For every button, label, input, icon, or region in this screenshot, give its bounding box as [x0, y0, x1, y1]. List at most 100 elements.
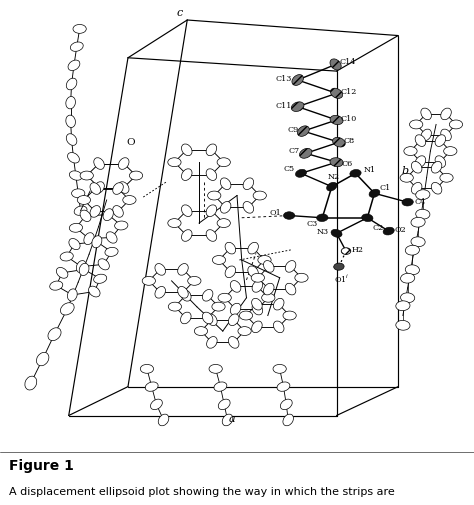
Ellipse shape [181, 289, 191, 301]
Ellipse shape [209, 365, 222, 373]
Ellipse shape [251, 273, 264, 282]
Text: c: c [177, 8, 183, 18]
Ellipse shape [90, 183, 100, 194]
Ellipse shape [94, 274, 107, 283]
Ellipse shape [402, 198, 413, 206]
Ellipse shape [90, 206, 100, 217]
Ellipse shape [273, 298, 284, 310]
Ellipse shape [66, 134, 77, 145]
Ellipse shape [150, 399, 163, 410]
Ellipse shape [182, 205, 192, 217]
Ellipse shape [77, 195, 91, 205]
Ellipse shape [230, 281, 241, 292]
Ellipse shape [103, 209, 113, 221]
Ellipse shape [208, 191, 221, 200]
Ellipse shape [225, 266, 236, 278]
Text: H2: H2 [351, 246, 364, 254]
Ellipse shape [98, 259, 109, 270]
Ellipse shape [194, 327, 208, 335]
Ellipse shape [48, 328, 61, 341]
Ellipse shape [410, 120, 423, 129]
Ellipse shape [207, 336, 217, 348]
Ellipse shape [396, 301, 410, 311]
Ellipse shape [285, 283, 296, 295]
Text: C1: C1 [379, 184, 391, 192]
Ellipse shape [168, 302, 182, 311]
Text: N2: N2 [328, 173, 340, 181]
Ellipse shape [182, 230, 192, 241]
Ellipse shape [115, 221, 128, 230]
Ellipse shape [444, 146, 457, 156]
Ellipse shape [118, 158, 129, 169]
Ellipse shape [277, 382, 290, 391]
Ellipse shape [350, 170, 361, 177]
Ellipse shape [369, 189, 380, 197]
Ellipse shape [362, 214, 373, 222]
Ellipse shape [61, 302, 74, 315]
Ellipse shape [50, 281, 63, 290]
Ellipse shape [280, 399, 292, 410]
Text: C8: C8 [344, 137, 355, 145]
Ellipse shape [228, 336, 239, 348]
Ellipse shape [431, 182, 442, 194]
Ellipse shape [262, 293, 275, 302]
Ellipse shape [252, 298, 262, 310]
Ellipse shape [243, 201, 254, 213]
Ellipse shape [334, 263, 344, 270]
Ellipse shape [415, 135, 426, 146]
Ellipse shape [297, 126, 310, 136]
Ellipse shape [68, 60, 80, 71]
Text: C6: C6 [341, 161, 353, 169]
Text: C14: C14 [339, 58, 356, 66]
Ellipse shape [252, 303, 263, 315]
Ellipse shape [295, 169, 307, 177]
Ellipse shape [401, 293, 415, 302]
Ellipse shape [178, 264, 188, 275]
Ellipse shape [188, 276, 201, 285]
Ellipse shape [113, 206, 123, 217]
Ellipse shape [212, 256, 226, 265]
Ellipse shape [283, 311, 296, 320]
Ellipse shape [396, 320, 410, 330]
Text: C4: C4 [414, 198, 426, 206]
Ellipse shape [56, 268, 68, 278]
Ellipse shape [105, 247, 118, 257]
Ellipse shape [202, 312, 213, 324]
Ellipse shape [206, 230, 217, 241]
Text: C2: C2 [372, 224, 383, 231]
Ellipse shape [36, 352, 49, 366]
Ellipse shape [411, 217, 425, 227]
Ellipse shape [145, 382, 158, 391]
Ellipse shape [228, 314, 239, 326]
Ellipse shape [140, 365, 154, 373]
Text: C3: C3 [306, 220, 318, 228]
Ellipse shape [72, 189, 85, 198]
Ellipse shape [341, 248, 351, 255]
Ellipse shape [317, 214, 328, 222]
Ellipse shape [238, 327, 251, 335]
Ellipse shape [330, 59, 341, 70]
Ellipse shape [69, 238, 80, 249]
Text: A displacement ellipsoid plot showing the way in which the strips are: A displacement ellipsoid plot showing th… [9, 487, 395, 497]
Ellipse shape [158, 414, 169, 426]
Ellipse shape [330, 88, 343, 98]
Ellipse shape [405, 245, 419, 255]
Ellipse shape [411, 182, 422, 194]
Ellipse shape [168, 219, 181, 228]
Ellipse shape [264, 261, 274, 272]
Ellipse shape [258, 256, 271, 265]
Ellipse shape [182, 169, 192, 180]
Ellipse shape [330, 158, 343, 167]
Text: C12: C12 [340, 88, 356, 96]
Ellipse shape [333, 137, 345, 147]
Text: C10: C10 [340, 115, 356, 123]
Ellipse shape [383, 227, 394, 235]
Ellipse shape [67, 153, 80, 163]
Ellipse shape [248, 266, 258, 278]
Ellipse shape [118, 182, 129, 193]
Ellipse shape [218, 293, 231, 302]
Ellipse shape [220, 201, 231, 213]
Ellipse shape [431, 162, 442, 173]
Ellipse shape [248, 242, 258, 254]
Text: C7: C7 [288, 147, 300, 155]
